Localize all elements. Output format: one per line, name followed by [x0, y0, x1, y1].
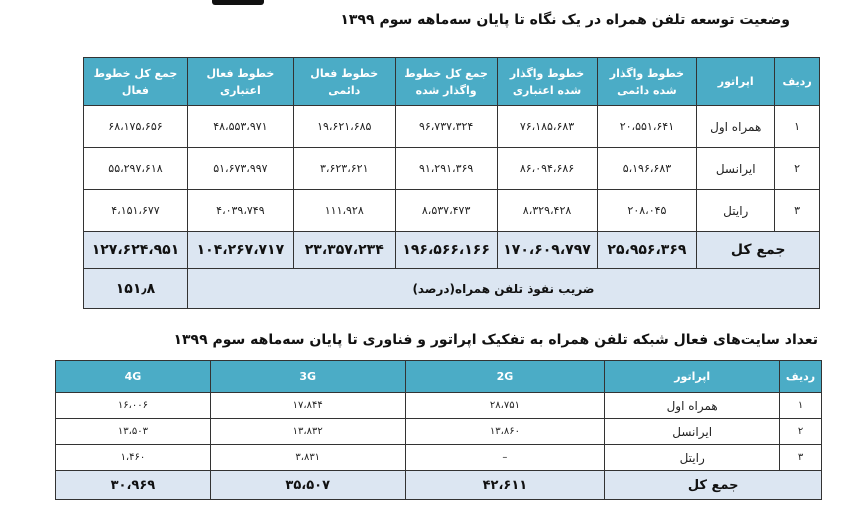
- column-header: جمع کل خطوط فعال: [83, 57, 188, 106]
- table-cell: ۹۱،۲۹۱،۳۶۹: [394, 147, 498, 190]
- table-row: ۳ رایتل ۲۰۸،۰۴۵ ۸،۳۲۹،۴۲۸ ۸،۵۳۷،۴۷۳ ۱۱۱،۹۲۸ ۴،…: [83, 189, 820, 232]
- table-cell: ۱۳،۵۰۳: [55, 418, 211, 445]
- total-cell: ۱۹۶،۵۶۶،۱۶۶: [394, 231, 498, 269]
- table-cell: ۱۳،۸۶۰: [404, 418, 606, 445]
- table-cell: ۱۷،۸۴۴: [209, 392, 406, 419]
- active-sites-table: ردیف اپراتور 2G 3G 4G ۱ همراه اول ۲۸،۷۵۱ ۱۷،۸۴۴…: [55, 360, 822, 500]
- total-cell: ۱۷۰،۶۰۹،۷۹۷: [496, 231, 598, 269]
- table-cell: ۳: [774, 189, 820, 232]
- total-cell: ۲۵،۹۵۶،۳۶۹: [596, 231, 698, 269]
- mobile-lines-table: ردیف اپراتور خطوط واگذار شده دائمی خطوط واگ…: [83, 57, 821, 309]
- table-cell: ۱: [779, 392, 822, 419]
- column-header: خطوط فعال اعتباری: [186, 57, 294, 106]
- table-cell: ۶۸،۱۷۵،۶۵۶: [83, 105, 188, 148]
- table-cell: ۱،۴۶۰: [55, 444, 211, 471]
- total-cell: ۲۳،۳۵۷،۲۳۴: [292, 231, 396, 269]
- table-row: ۲ ایرانسل ۱۳،۸۶۰ ۱۳،۸۳۲ ۱۳،۵۰۳: [55, 418, 822, 445]
- column-header: 4G: [55, 360, 211, 393]
- total-cell: ۱۲۷،۶۲۴،۹۵۱: [83, 231, 188, 269]
- table-cell: ۱: [774, 105, 820, 148]
- table-cell: ۸،۳۲۹،۴۲۸: [496, 189, 598, 232]
- total-cell: ۳۵،۵۰۷: [209, 470, 406, 500]
- operator-cell: ایرانسل: [696, 147, 776, 190]
- column-header: اپراتور: [604, 360, 781, 393]
- table-row: ۲ ایرانسل ۵،۱۹۶،۶۸۳ ۸۶،۰۹۴،۶۸۶ ۹۱،۲۹۱،۳۶۹ ۳،۶…: [83, 147, 820, 190]
- column-header: 2G: [404, 360, 606, 393]
- total-cell: ۴۲،۶۱۱: [404, 470, 606, 500]
- table-cell: ۹۶،۷۳۷،۳۲۴: [394, 105, 498, 148]
- table-cell: ۵،۱۹۶،۶۸۳: [596, 147, 698, 190]
- cropped-heading-fragment: [212, 0, 264, 5]
- table-cell: ۴،۰۳۹،۷۴۹: [186, 189, 294, 232]
- table-cell: ۱۳،۸۳۲: [209, 418, 406, 445]
- operator-cell: رایتل: [696, 189, 776, 232]
- table-cell: ۵۱،۶۷۳،۹۹۷: [186, 147, 294, 190]
- column-header: اپراتور: [696, 57, 776, 106]
- column-header: خطوط فعال دائمی: [292, 57, 396, 106]
- penetration-label: ضریب نفوذ تلفن همراه(درصد): [186, 268, 821, 309]
- table-cell: ۱۶،۰۰۶: [55, 392, 211, 419]
- table-cell: ۸۶،۰۹۴،۶۸۶: [496, 147, 598, 190]
- operator-cell: همراه اول: [696, 105, 776, 148]
- total-label: جمع کل: [604, 470, 822, 500]
- table-cell: ۲: [779, 418, 822, 445]
- table-cell: ۱۹،۶۲۱،۶۸۵: [292, 105, 396, 148]
- column-header: 3G: [209, 360, 406, 393]
- table1-title: وضعیت توسعه تلفن همراه در یک نگاه تا پای…: [340, 12, 790, 28]
- column-header: جمع کل خطوط واگذار شده: [394, 57, 498, 106]
- column-header: خطوط واگذار شده دائمی: [596, 57, 698, 106]
- total-cell: ۱۰۴،۲۶۷،۷۱۷: [186, 231, 294, 269]
- table-cell: ۴۸،۵۵۳،۹۷۱: [186, 105, 294, 148]
- table-cell: ۷۶،۱۸۵،۶۸۳: [496, 105, 598, 148]
- table-cell: ۴،۱۵۱،۶۷۷: [83, 189, 188, 232]
- column-header: ردیف: [779, 360, 822, 393]
- table-cell: ۲۰۸،۰۴۵: [596, 189, 698, 232]
- table-cell: ۱۱۱،۹۲۸: [292, 189, 396, 232]
- total-label: جمع کل: [696, 231, 820, 269]
- table-cell: ۲۰،۵۵۱،۶۴۱: [596, 105, 698, 148]
- total-cell: ۳۰،۹۶۹: [55, 470, 211, 500]
- table-cell: ۳،۶۲۳،۶۲۱: [292, 147, 396, 190]
- table-cell: ۲۸،۷۵۱: [404, 392, 606, 419]
- column-header: خطوط واگذار شده اعتباری: [496, 57, 598, 106]
- operator-cell: رایتل: [604, 444, 781, 471]
- table-cell: ۳: [779, 444, 822, 471]
- table-cell: ۲: [774, 147, 820, 190]
- table-cell: ۵۵،۲۹۷،۶۱۸: [83, 147, 188, 190]
- table-cell: ۳،۸۳۱: [209, 444, 406, 471]
- table-row: ۱ همراه اول ۲۰،۵۵۱،۶۴۱ ۷۶،۱۸۵،۶۸۳ ۹۶،۷۳۷،۳۲۴…: [83, 105, 820, 148]
- penetration-value: ۱۵۱٫۸: [83, 268, 188, 309]
- table2-title: تعداد سایت‌های فعال شبکه تلفن همراه به ت…: [173, 332, 818, 348]
- table-row: ۱ همراه اول ۲۸،۷۵۱ ۱۷،۸۴۴ ۱۶،۰۰۶: [55, 392, 822, 419]
- table-cell: ۸،۵۳۷،۴۷۳: [394, 189, 498, 232]
- operator-cell: همراه اول: [604, 392, 781, 419]
- column-header: ردیف: [774, 57, 820, 106]
- operator-cell: ایرانسل: [604, 418, 781, 445]
- table-cell: –: [404, 444, 606, 471]
- table-row: ۳ رایتل –۳،۸۳۱ ۱،۴۶۰: [55, 444, 822, 471]
